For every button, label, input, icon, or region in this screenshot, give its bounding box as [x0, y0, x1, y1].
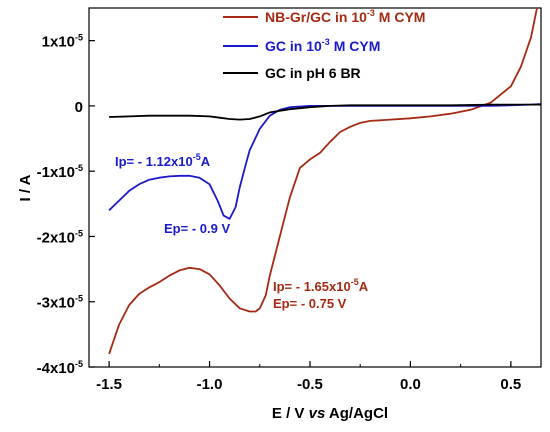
plot-area [88, 7, 542, 368]
annotation-layer: Ip= - 1.12x10-5A Ep= - 0.9 V Ip= - 1.65x10… [115, 152, 369, 311]
legend-label: GC in 10-3 M CYM [265, 37, 380, 54]
y-tick-label: -4x10-5 [37, 359, 83, 377]
peak-annotation: Ep= - 0.75 V [273, 296, 347, 311]
x-tick-label: 0.5 [500, 376, 521, 393]
legend-label: NB-Gr/GC in 10-3 M CYM [265, 8, 425, 25]
x-tick-label: 0.0 [400, 376, 421, 393]
ticks-layer: -1.5 -1.0 -0.5 0.0 0.5 1x10-5 0 -1x10-5 -2x10-5 -… [37, 33, 522, 393]
peak-annotation: Ep= - 0.9 V [164, 221, 230, 236]
y-tick-label: -1x10-5 [37, 163, 83, 181]
series-line-1 [108, 7, 538, 355]
peak-annotation: Ip= - 1.12x10-5A [115, 152, 211, 169]
y-tick-label: -2x10-5 [37, 228, 83, 246]
peak-annotation: Ip= - 1.65x10-5A [273, 277, 369, 294]
x-tick-label: -1.5 [96, 376, 122, 393]
y-tick-label: 1x10-5 [42, 33, 83, 51]
series-line-3 [109, 103, 541, 121]
x-axis-title: E / V vs Ag/AgCl [272, 405, 388, 422]
plot-frame [88, 7, 542, 368]
series-layer [108, 7, 542, 355]
y-axis-title: I / A [17, 174, 34, 201]
x-tick-label: -1.0 [197, 376, 223, 393]
legend-label: GC in pH 6 BR [265, 65, 361, 81]
x-tick-label: -0.5 [297, 376, 323, 393]
y-tick-label: 0 [75, 99, 83, 116]
y-tick-label: -3x10-5 [37, 294, 83, 312]
legend: NB-Gr/GC in 10-3 M CYM GC in 10-3 M CYM GC… [223, 8, 425, 81]
